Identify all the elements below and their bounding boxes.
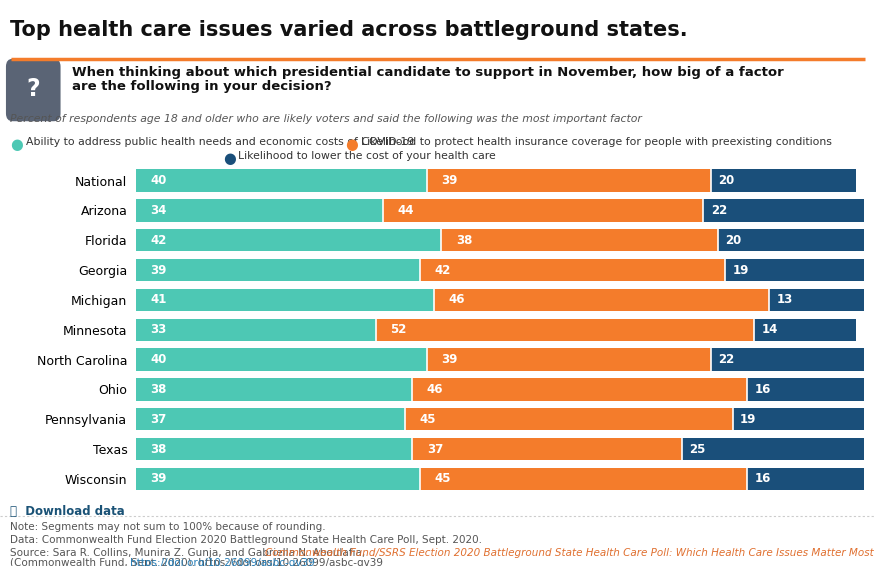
Bar: [412, 378, 747, 401]
Text: Top health care issues varied across battleground states.: Top health care issues varied across bat…: [10, 20, 688, 40]
Text: Percent of respondents age 18 and older who are likely voters and said the follo: Percent of respondents age 18 and older …: [10, 114, 642, 125]
Text: https://doi.org/10.26099/asbc-gv39: https://doi.org/10.26099/asbc-gv39: [130, 558, 315, 566]
Bar: [136, 348, 427, 371]
Bar: [747, 468, 864, 490]
Text: 38: 38: [456, 234, 472, 247]
Text: 33: 33: [150, 323, 166, 336]
FancyBboxPatch shape: [6, 59, 60, 121]
Bar: [441, 229, 718, 251]
Bar: [136, 289, 434, 311]
Text: 19: 19: [740, 413, 756, 426]
Bar: [383, 199, 704, 221]
Text: Likelihood to protect health insurance coverage for people with preexisting cond: Likelihood to protect health insurance c…: [361, 137, 832, 147]
Bar: [376, 319, 754, 341]
Bar: [710, 348, 871, 371]
Text: 39: 39: [441, 353, 458, 366]
Bar: [136, 169, 427, 192]
Text: 16: 16: [754, 473, 771, 485]
Bar: [718, 229, 864, 251]
Text: ⤓  Download data: ⤓ Download data: [10, 505, 125, 518]
Text: 45: 45: [434, 473, 451, 485]
Text: 37: 37: [427, 443, 443, 456]
Bar: [136, 259, 419, 281]
Text: (Commonwealth Fund, Sept. 2020). https://doi.org/10.26099/asbc-gv39: (Commonwealth Fund, Sept. 2020). https:/…: [10, 558, 383, 566]
Text: 52: 52: [390, 323, 407, 336]
Bar: [136, 438, 412, 460]
Bar: [136, 229, 441, 251]
Text: ?: ?: [26, 77, 40, 101]
Text: Note: Segments may not sum to 100% because of rounding.: Note: Segments may not sum to 100% becau…: [10, 522, 326, 532]
Text: ●: ●: [223, 151, 236, 166]
Text: 46: 46: [427, 383, 444, 396]
Bar: [769, 289, 864, 311]
Text: 13: 13: [776, 293, 793, 306]
Text: 38: 38: [150, 443, 166, 456]
Text: 40: 40: [150, 353, 166, 366]
Text: ●: ●: [10, 137, 24, 152]
Text: 39: 39: [150, 264, 166, 277]
Bar: [427, 348, 710, 371]
Bar: [747, 378, 864, 401]
Text: 34: 34: [150, 204, 166, 217]
Bar: [136, 408, 405, 430]
Text: When thinking about which presidential candidate to support in November, how big: When thinking about which presidential c…: [72, 66, 783, 79]
Text: 44: 44: [398, 204, 414, 217]
Text: are the following in your decision?: are the following in your decision?: [72, 80, 332, 93]
Bar: [419, 468, 747, 490]
Bar: [725, 259, 864, 281]
Text: 45: 45: [419, 413, 436, 426]
Text: 38: 38: [150, 383, 166, 396]
Text: 37: 37: [150, 413, 166, 426]
Text: 40: 40: [150, 174, 166, 187]
Text: 22: 22: [710, 204, 727, 217]
Bar: [412, 438, 682, 460]
Text: Likelihood to lower the cost of your health care: Likelihood to lower the cost of your hea…: [238, 151, 496, 161]
Bar: [682, 438, 864, 460]
Text: 41: 41: [150, 293, 166, 306]
Text: 16: 16: [754, 383, 771, 396]
Text: Data: Commonwealth Fund Election 2020 Battleground State Health Care Poll, Sept.: Data: Commonwealth Fund Election 2020 Ba…: [10, 535, 482, 545]
Bar: [732, 408, 871, 430]
Text: ●: ●: [346, 137, 359, 152]
Text: 42: 42: [434, 264, 451, 277]
Text: Source: Sara R. Collins, Munira Z. Gunja, and Gabriella N. Aboulafia,: Source: Sara R. Collins, Munira Z. Gunja…: [10, 548, 369, 558]
Bar: [405, 408, 732, 430]
Bar: [136, 319, 376, 341]
Bar: [136, 468, 419, 490]
Bar: [136, 199, 383, 221]
Bar: [704, 199, 864, 221]
Text: 20: 20: [718, 174, 734, 187]
Text: 14: 14: [762, 323, 778, 336]
Bar: [136, 378, 412, 401]
Text: 39: 39: [150, 473, 166, 485]
Text: 46: 46: [449, 293, 466, 306]
Text: Commonwealth Fund/SSRS Election 2020 Battleground State Health Care Poll: Which : Commonwealth Fund/SSRS Election 2020 Bat…: [265, 548, 875, 558]
Text: 22: 22: [718, 353, 734, 366]
Bar: [419, 259, 725, 281]
Text: 19: 19: [732, 264, 749, 277]
Text: 39: 39: [441, 174, 458, 187]
Text: 42: 42: [150, 234, 166, 247]
Bar: [427, 169, 710, 192]
Text: 25: 25: [689, 443, 705, 456]
Text: 20: 20: [725, 234, 741, 247]
Bar: [434, 289, 769, 311]
Bar: [754, 319, 857, 341]
Text: Ability to address public health needs and economic costs of COVID-19: Ability to address public health needs a…: [26, 137, 415, 147]
Bar: [710, 169, 857, 192]
